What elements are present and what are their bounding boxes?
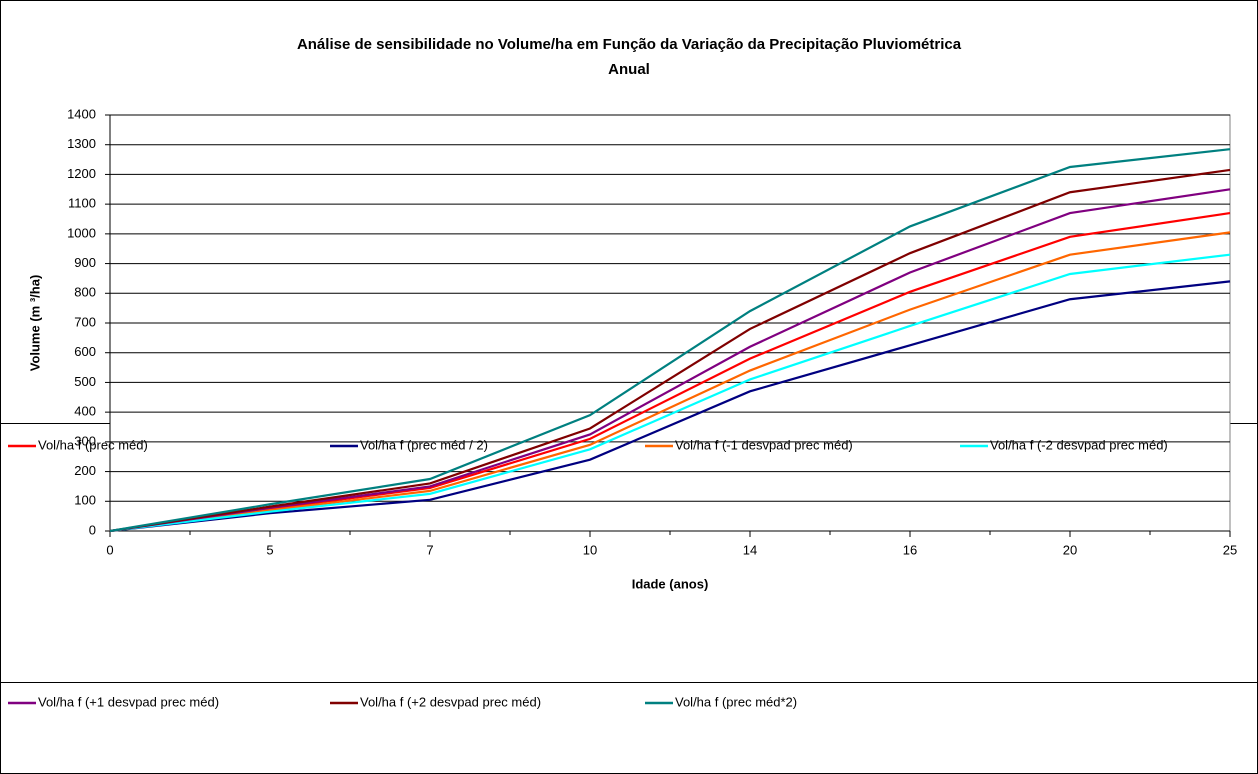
legend-label: Vol/ha f (-2 desvpad prec méd)	[990, 437, 1168, 452]
legend-label: Vol/ha f (prec méd / 2)	[360, 437, 488, 452]
x-tick-label: 10	[583, 542, 597, 557]
y-tick-label: 1400	[67, 106, 96, 121]
x-tick-label: 16	[903, 542, 917, 557]
y-tick-label: 200	[74, 463, 96, 478]
legend-label: Vol/ha f (prec méd*2)	[675, 694, 797, 709]
y-tick-label: 800	[74, 285, 96, 300]
legend-label: Vol/ha f (+2 desvpad prec méd)	[360, 694, 541, 709]
series-line	[109, 280, 1231, 533]
y-tick-label: 900	[74, 255, 96, 270]
x-tick-label: 5	[266, 542, 273, 557]
legend-label: Vol/ha f (prec méd)	[38, 437, 148, 452]
series-line	[109, 168, 1231, 533]
y-axis-label: Volume (m ³/ha)	[27, 275, 42, 372]
y-tick-label: 1200	[67, 166, 96, 181]
x-tick-label: 7	[426, 542, 433, 557]
x-axis-label: Idade (anos)	[632, 576, 709, 591]
chart-title: Anual	[608, 61, 650, 78]
y-tick-label: 500	[74, 374, 96, 389]
series-line	[109, 231, 1231, 533]
y-tick-label: 1100	[68, 196, 96, 211]
y-tick-label: 700	[74, 314, 96, 329]
legend-label: Vol/ha f (-1 desvpad prec méd)	[675, 437, 853, 452]
x-tick-label: 14	[743, 542, 757, 557]
y-tick-label: 100	[74, 493, 96, 508]
y-tick-label: 400	[74, 404, 96, 419]
legend-label: Vol/ha f (+1 desvpad prec méd)	[38, 694, 219, 709]
y-tick-label: 0	[89, 522, 96, 537]
x-tick-label: 20	[1063, 542, 1077, 557]
series-line	[109, 148, 1231, 533]
x-tick-label: 25	[1223, 542, 1237, 557]
series-line	[109, 188, 1231, 533]
y-tick-label: 300	[74, 433, 96, 448]
series-line	[109, 253, 1231, 533]
chart-title: Análise de sensibilidade no Volume/ha em…	[297, 36, 962, 53]
y-tick-label: 600	[74, 344, 96, 359]
x-tick-label: 0	[106, 542, 113, 557]
y-tick-label: 1300	[67, 136, 96, 151]
y-tick-label: 1000	[67, 225, 96, 240]
